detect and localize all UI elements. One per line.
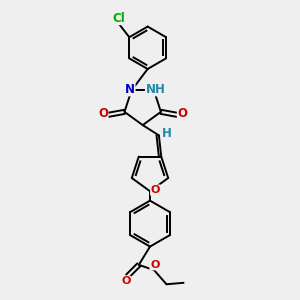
Text: N: N (125, 83, 135, 96)
Text: H: H (162, 128, 172, 140)
Text: O: O (151, 185, 160, 195)
Text: O: O (98, 107, 108, 120)
Text: O: O (150, 260, 159, 270)
Text: O: O (177, 107, 188, 120)
Text: O: O (122, 276, 131, 286)
Text: NH: NH (146, 83, 165, 96)
Text: Cl: Cl (112, 11, 125, 25)
